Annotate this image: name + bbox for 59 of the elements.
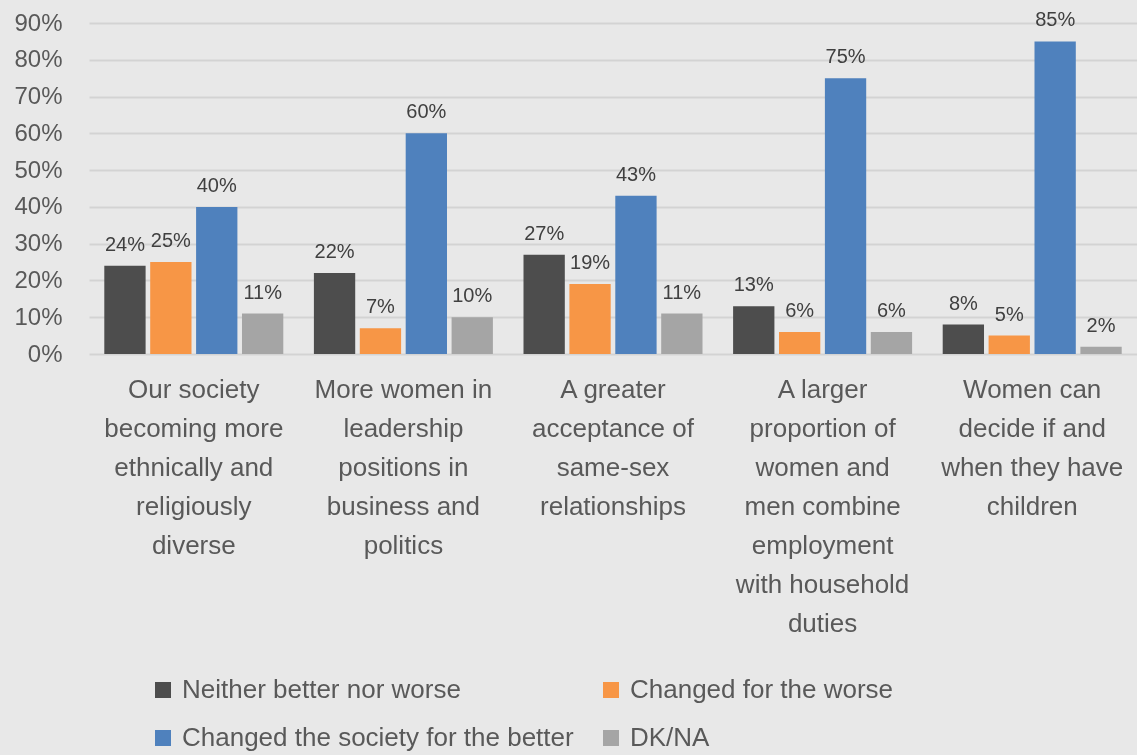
bar (779, 331, 821, 354)
data-label: 60% (406, 100, 447, 123)
y-tick-label: 0% (27, 339, 63, 367)
bar (241, 313, 284, 354)
y-tick-label: 60% (14, 118, 63, 146)
y-tick-label: 20% (14, 265, 63, 293)
bar (104, 265, 146, 354)
bar (405, 133, 447, 354)
bar (569, 284, 611, 354)
data-label: 2% (1086, 313, 1116, 336)
x-tick-label: More women in leadership positions in business and politics (314, 373, 493, 560)
data-label: 11% (662, 280, 702, 303)
bar (615, 195, 657, 354)
bar (733, 306, 775, 354)
data-label: 7% (366, 295, 396, 318)
x-tick-label: Women can decide if and when they have children (940, 373, 1124, 521)
data-label: 24% (104, 232, 146, 255)
bar (451, 317, 493, 354)
data-label: 11% (243, 280, 283, 303)
legend-label: Neither better nor worse (182, 674, 461, 704)
y-tick-label: 70% (14, 82, 63, 110)
data-label: 25% (150, 229, 192, 252)
data-label: 75% (825, 45, 866, 68)
y-tick-label: 50% (14, 155, 63, 183)
bar (196, 206, 238, 354)
y-tick-label: 30% (14, 229, 63, 257)
y-tick-label: 90% (14, 8, 63, 36)
data-label: 27% (524, 221, 565, 244)
data-label: 6% (785, 298, 815, 321)
bar (942, 324, 985, 354)
bar (1034, 41, 1076, 354)
data-label: 85% (1035, 8, 1076, 31)
bar (1080, 346, 1122, 354)
legend-label: Changed for the worse (630, 674, 894, 704)
data-label: 10% (452, 284, 493, 307)
data-label: 40% (196, 173, 237, 196)
data-label: 13% (733, 273, 774, 296)
data-label: 43% (615, 162, 657, 185)
y-tick-label: 40% (14, 192, 63, 220)
data-label: 19% (570, 251, 611, 274)
bar (523, 254, 565, 354)
bar (824, 78, 867, 354)
legend-label: DK/NA (630, 722, 711, 752)
x-tick-label: A larger proportion of women and men combine employment with household duties (734, 373, 910, 638)
bar (313, 273, 356, 354)
bar (150, 262, 192, 354)
bar (988, 335, 1030, 354)
data-label: 22% (314, 240, 355, 263)
data-label: 8% (948, 291, 979, 314)
y-tick-label: 80% (14, 45, 63, 73)
data-label: 5% (994, 302, 1024, 325)
y-tick-label: 10% (14, 302, 63, 330)
x-tick-label: Our society becoming more ethnically and religiously diverse (104, 373, 284, 560)
bar (359, 328, 402, 354)
data-label: 6% (876, 298, 907, 321)
x-tick-label: A greater acceptance of same-sex relationships (532, 373, 695, 521)
bar (870, 331, 913, 354)
legend-label: Changed the society for the better (182, 722, 575, 752)
bar (661, 313, 703, 354)
